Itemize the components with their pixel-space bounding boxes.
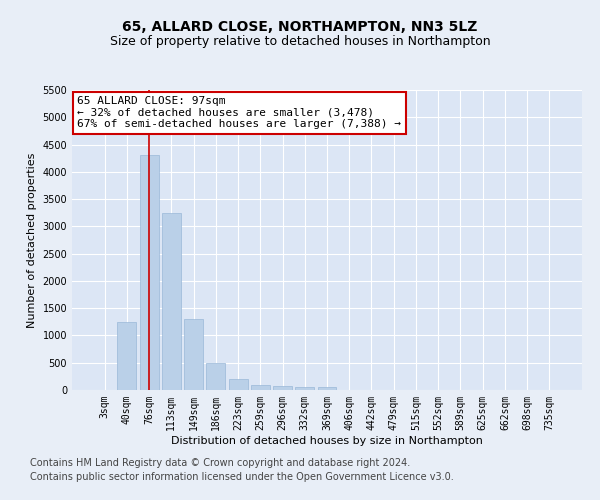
Bar <box>206 362 225 390</box>
Text: Contains HM Land Registry data © Crown copyright and database right 2024.: Contains HM Land Registry data © Crown c… <box>30 458 410 468</box>
Bar <box>295 388 314 390</box>
Bar <box>229 379 248 390</box>
Text: 65 ALLARD CLOSE: 97sqm
← 32% of detached houses are smaller (3,478)
67% of semi-: 65 ALLARD CLOSE: 97sqm ← 32% of detached… <box>77 96 401 129</box>
Bar <box>118 322 136 390</box>
Bar <box>317 388 337 390</box>
Bar <box>184 319 203 390</box>
Text: Contains public sector information licensed under the Open Government Licence v3: Contains public sector information licen… <box>30 472 454 482</box>
Y-axis label: Number of detached properties: Number of detached properties <box>27 152 37 328</box>
Bar <box>273 386 292 390</box>
X-axis label: Distribution of detached houses by size in Northampton: Distribution of detached houses by size … <box>171 436 483 446</box>
Bar <box>251 384 270 390</box>
Bar <box>140 156 158 390</box>
Text: Size of property relative to detached houses in Northampton: Size of property relative to detached ho… <box>110 35 490 48</box>
Bar <box>162 212 181 390</box>
Text: 65, ALLARD CLOSE, NORTHAMPTON, NN3 5LZ: 65, ALLARD CLOSE, NORTHAMPTON, NN3 5LZ <box>122 20 478 34</box>
